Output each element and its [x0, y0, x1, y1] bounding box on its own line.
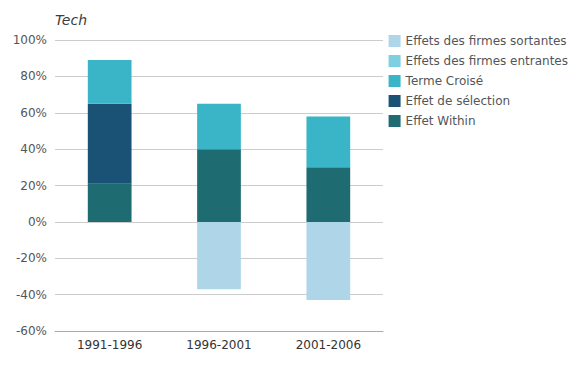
svg-text:60%: 60% — [20, 106, 47, 120]
svg-text:Terme Croisé: Terme Croisé — [405, 74, 484, 88]
svg-text:0%: 0% — [28, 215, 47, 229]
svg-text:Effet de sélection: Effet de sélection — [406, 94, 511, 108]
svg-text:-40%: -40% — [16, 288, 47, 302]
svg-text:Effet Within: Effet Within — [406, 114, 476, 128]
svg-text:1991-1996: 1991-1996 — [77, 338, 142, 352]
svg-text:20%: 20% — [20, 179, 47, 193]
svg-text:Tech: Tech — [55, 12, 87, 28]
svg-text:40%: 40% — [20, 142, 47, 156]
svg-text:Effets des firmes entrantes: Effets des firmes entrantes — [406, 54, 568, 68]
svg-text:2001-2006: 2001-2006 — [296, 338, 361, 352]
svg-text:Effets des firmes sortantes: Effets des firmes sortantes — [406, 34, 567, 48]
svg-text:-60%: -60% — [16, 324, 47, 338]
svg-text:100%: 100% — [13, 33, 47, 47]
svg-text:80%: 80% — [20, 69, 47, 83]
svg-text:-20%: -20% — [16, 251, 47, 265]
svg-text:1996-2001: 1996-2001 — [186, 338, 251, 352]
